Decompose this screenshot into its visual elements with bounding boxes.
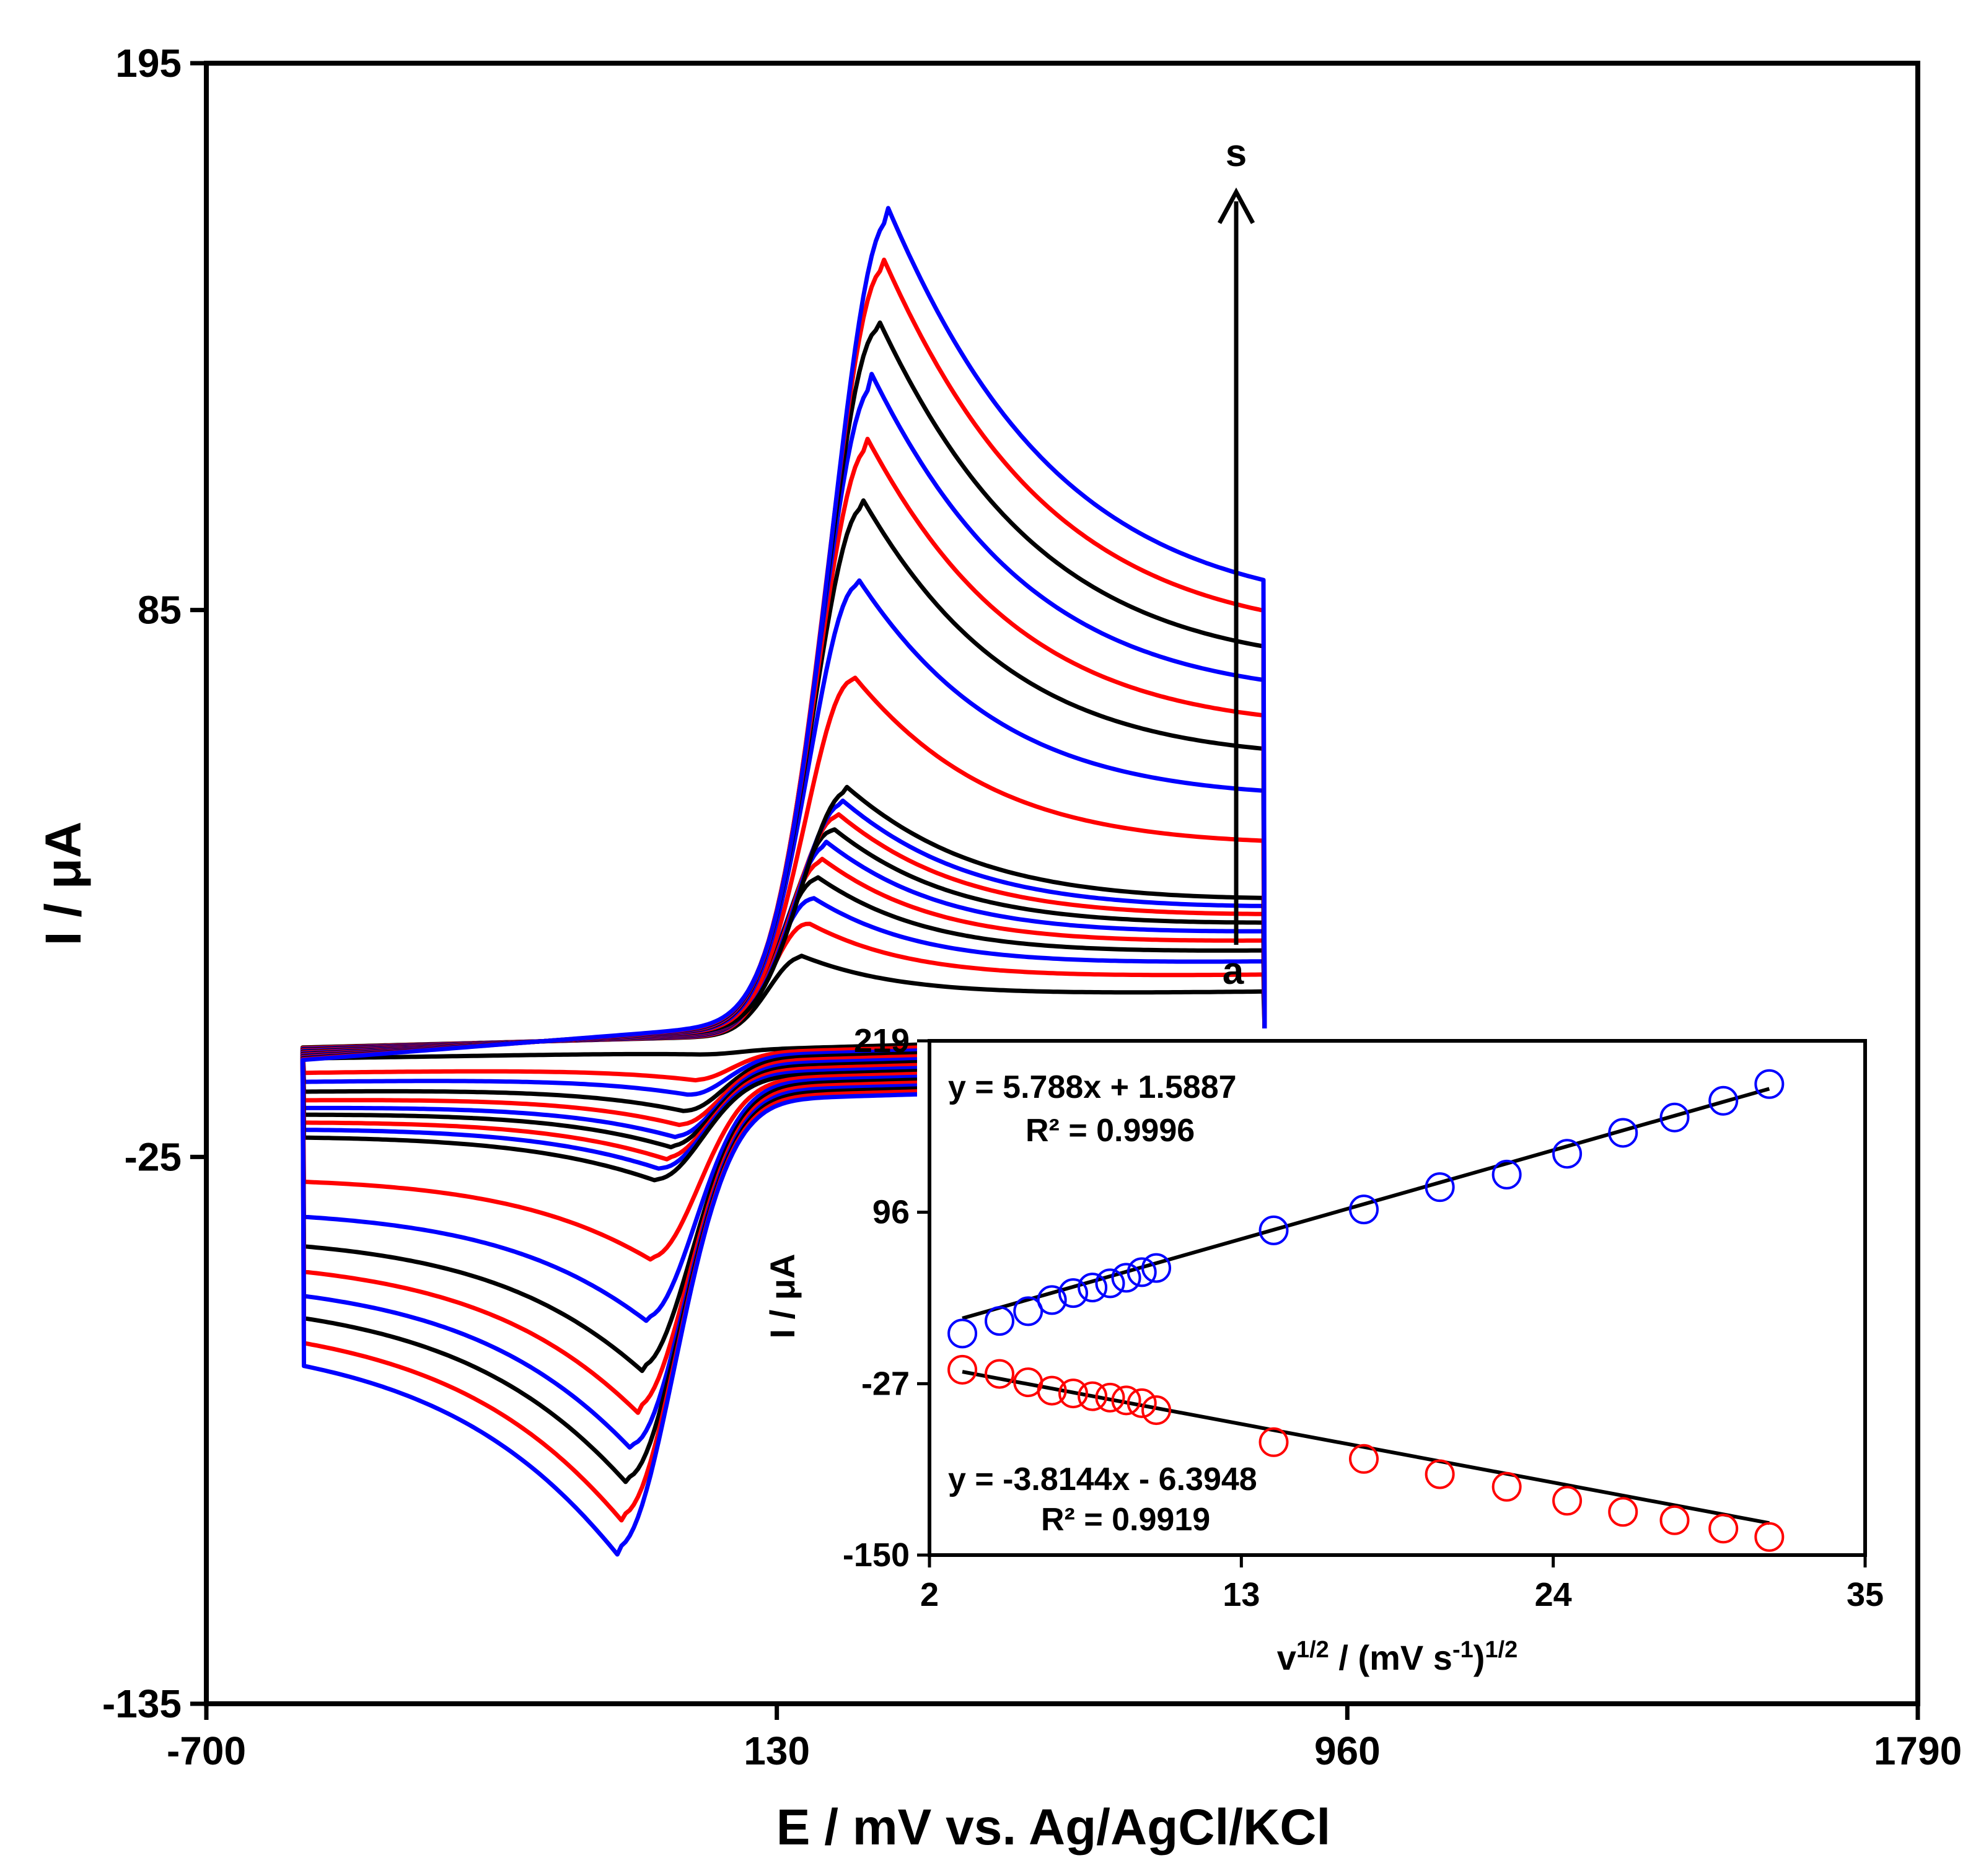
inset-xlabel-v: v (1277, 1638, 1296, 1677)
data-point-anodic (1258, 1215, 1289, 1245)
data-point-cathodic (1659, 1505, 1690, 1535)
data-point-cathodic (1708, 1514, 1739, 1544)
data-point-cathodic (1552, 1486, 1583, 1516)
inset-x-tick-label: 13 (1223, 1576, 1260, 1613)
inset-x-tick-label: 35 (1847, 1576, 1884, 1613)
data-point-cathodic (1754, 1522, 1785, 1552)
cathodic-fit-equation: y = -3.8144x - 6.3948 (948, 1462, 1257, 1497)
data-point-anodic (947, 1318, 978, 1349)
data-point-cathodic (947, 1354, 978, 1385)
data-point-anodic (985, 1306, 1015, 1336)
data-point-anodic (1552, 1139, 1583, 1169)
inset-y-tick-label: -150 (843, 1536, 910, 1574)
main-plot-frame (204, 61, 1920, 1706)
main-x-tick-label: -700 (167, 1729, 246, 1773)
data-point-anodic (1708, 1085, 1739, 1116)
arrow-label-top: s (1226, 132, 1247, 175)
main-y-tick-label: 85 (138, 588, 182, 633)
data-point-anodic (1141, 1253, 1172, 1283)
main-x-tick-label: 130 (744, 1729, 810, 1773)
data-point-anodic (1013, 1296, 1043, 1326)
main-x-tick-label: 1790 (1874, 1729, 1962, 1773)
main-y-tick-label: -25 (125, 1134, 182, 1179)
data-point-anodic (1349, 1194, 1379, 1225)
scan-rate-arrow-head (1217, 187, 1255, 224)
data-point-anodic (1127, 1257, 1157, 1287)
inset-xlabel-sup2: -1 (1452, 1637, 1474, 1663)
inset-x-tick-label: 24 (1535, 1576, 1572, 1613)
data-point-anodic (1111, 1263, 1141, 1293)
arrow-label-bottom: a (1223, 950, 1244, 993)
inset-y-tick-label: 96 (872, 1194, 910, 1231)
data-point-cathodic (1491, 1471, 1522, 1502)
inset-y-tick-label: 219 (854, 1022, 910, 1059)
data-point-cathodic (1425, 1459, 1455, 1489)
data-point-anodic (1095, 1268, 1125, 1299)
inset-plot-frame (928, 1039, 1867, 1557)
inset-y-tick-label: -27 (861, 1365, 910, 1402)
inset-x-tick-label: 2 (920, 1576, 939, 1613)
data-point-cathodic (1078, 1381, 1108, 1411)
data-point-cathodic (985, 1359, 1015, 1389)
inset-xlabel-end: ) (1474, 1638, 1485, 1677)
data-point-anodic (1608, 1118, 1638, 1148)
main-x-tick-label: 960 (1314, 1729, 1381, 1773)
main-x-axis-label: E / mV vs. Ag/AgCl/KCl (776, 1799, 1331, 1856)
data-point-anodic (1078, 1273, 1108, 1303)
main-y-tick-label: -135 (102, 1681, 182, 1726)
data-point-cathodic (1608, 1497, 1638, 1527)
inset-xlabel-sup1: 1/2 (1296, 1637, 1329, 1663)
data-point-cathodic (1111, 1385, 1141, 1416)
data-point-cathodic (1058, 1379, 1088, 1409)
data-point-cathodic (1037, 1375, 1067, 1406)
data-point-anodic (1659, 1102, 1690, 1133)
inset-background (917, 1028, 1865, 1555)
inset-xlabel-sup3: 1/2 (1485, 1637, 1518, 1663)
main-y-tick-label: 195 (115, 41, 182, 85)
data-point-cathodic (1141, 1395, 1172, 1426)
anodic-fit-equation: y = 5.788x + 1.5887 (948, 1069, 1237, 1105)
data-point-cathodic (1095, 1382, 1125, 1413)
data-point-cathodic (1258, 1427, 1289, 1457)
data-point-cathodic (1349, 1444, 1379, 1474)
inset-y-axis-label: I / μA (763, 1254, 802, 1339)
inset-content (947, 1069, 1785, 1552)
inset-axes: 2 13 24 35 -150 -27 96 219 (843, 1022, 1884, 1613)
cathodic-fit-r2: R² = 0.9919 (1041, 1502, 1210, 1538)
main-y-axis-label: I / μA (35, 822, 92, 946)
data-point-anodic (1058, 1278, 1088, 1308)
inset-xlabel-mid: / (mV s (1329, 1638, 1452, 1677)
data-point-anodic (1037, 1285, 1067, 1315)
data-point-anodic (1754, 1069, 1785, 1099)
inset-x-axis-label: v1/2 / (mV s-1)1/2 (1277, 1637, 1518, 1677)
anodic-fit-r2: R² = 0.9996 (1026, 1113, 1195, 1149)
data-point-cathodic (1127, 1388, 1157, 1418)
data-point-anodic (1491, 1159, 1522, 1190)
data-point-anodic (1425, 1172, 1455, 1203)
